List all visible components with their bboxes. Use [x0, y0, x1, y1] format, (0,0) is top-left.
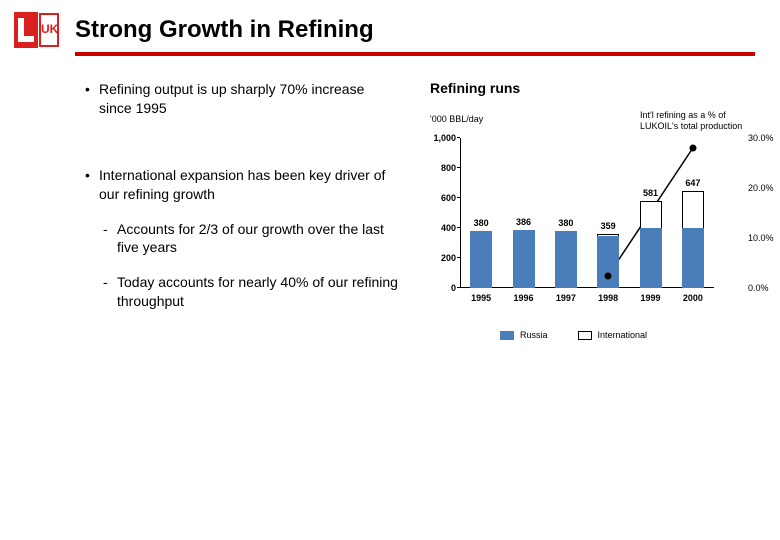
bar: [470, 231, 492, 288]
bullet-1: • Refining output is up sharply 70% incr…: [85, 80, 400, 118]
bar-value-label: 647: [673, 178, 713, 188]
legend-russia: Russia: [500, 330, 548, 340]
line-point: [689, 145, 696, 152]
bullet-list: • Refining output is up sharply 70% incr…: [85, 80, 400, 327]
bar-value-label: 380: [546, 218, 586, 228]
chart-plot: 02004006008001,0000.0%10.0%20.0%30.0%380…: [460, 138, 714, 288]
y-tick-label: 0: [428, 283, 456, 293]
y2-tick-label: 10.0%: [748, 233, 774, 243]
x-tick-label: 1995: [461, 293, 501, 303]
bar-seg-russia: [470, 231, 492, 288]
bullet-dot: •: [85, 166, 99, 204]
chart-container: Refining runs '000 BBL/day Int'l refinin…: [430, 80, 760, 106]
chart-plot-box: 02004006008001,0000.0%10.0%20.0%30.0%380…: [430, 138, 760, 308]
bullet-dot: •: [85, 80, 99, 118]
sub-bullet-1: - Accounts for 2/3 of our growth over th…: [103, 220, 400, 258]
bar-value-label: 359: [588, 221, 628, 231]
y-tick-label: 200: [428, 253, 456, 263]
bullet-2: • International expansion has been key d…: [85, 166, 400, 204]
bar-value-label: 380: [461, 218, 501, 228]
bar-seg-russia: [640, 228, 662, 288]
bar-seg-intl: [682, 191, 704, 228]
sub-bullet-1-text: Accounts for 2/3 of our growth over the …: [117, 220, 400, 258]
svg-text:UK: UK: [41, 22, 59, 36]
bar: [555, 231, 577, 288]
x-tick-label: 1998: [588, 293, 628, 303]
bar: [682, 191, 704, 288]
bar-seg-russia: [513, 230, 535, 288]
page-title: Strong Growth in Refining: [75, 16, 374, 44]
legend-swatch-intl: [578, 331, 592, 340]
bar: [640, 201, 662, 288]
bar-seg-intl: [640, 201, 662, 228]
chart-y2-label: Int'l refining as a % of LUKOIL's total …: [640, 110, 760, 132]
line-point: [605, 272, 612, 279]
y-tick-label: 600: [428, 193, 456, 203]
bar-value-label: 581: [631, 188, 671, 198]
legend-label-russia: Russia: [520, 330, 548, 340]
bar: [597, 234, 619, 288]
chart-y-label: '000 BBL/day: [430, 114, 483, 124]
x-axis: [460, 287, 714, 288]
sub-bullet-2: - Today accounts for nearly 40% of our r…: [103, 273, 400, 311]
bullet-dash: -: [103, 273, 117, 311]
y-tick-label: 1,000: [428, 133, 456, 143]
legend-label-intl: International: [598, 330, 648, 340]
bar: [513, 230, 535, 288]
y-tick-label: 800: [428, 163, 456, 173]
bar-seg-russia: [597, 236, 619, 289]
chart-title: Refining runs: [430, 80, 760, 96]
y2-tick-label: 30.0%: [748, 133, 774, 143]
y-axis: [460, 138, 461, 288]
bar-seg-russia: [682, 228, 704, 288]
x-tick-label: 2000: [673, 293, 713, 303]
chart-legend: Russia International: [500, 330, 760, 340]
bar-seg-russia: [555, 231, 577, 288]
y2-tick-label: 0.0%: [748, 283, 769, 293]
legend-intl: International: [578, 330, 648, 340]
chart-line-svg: [460, 138, 714, 288]
lukoil-logo: UK: [14, 12, 60, 53]
y2-tick-label: 20.0%: [748, 183, 774, 193]
x-tick-label: 1996: [504, 293, 544, 303]
sub-bullet-2-text: Today accounts for nearly 40% of our ref…: [117, 273, 400, 311]
bar-value-label: 386: [504, 217, 544, 227]
y-tick-label: 400: [428, 223, 456, 233]
title-underline: [75, 52, 755, 56]
x-tick-label: 1997: [546, 293, 586, 303]
legend-swatch-russia: [500, 331, 514, 340]
bullet-2-text: International expansion has been key dri…: [99, 166, 400, 204]
bullet-1-text: Refining output is up sharply 70% increa…: [99, 80, 400, 118]
x-tick-label: 1999: [631, 293, 671, 303]
bullet-dash: -: [103, 220, 117, 258]
